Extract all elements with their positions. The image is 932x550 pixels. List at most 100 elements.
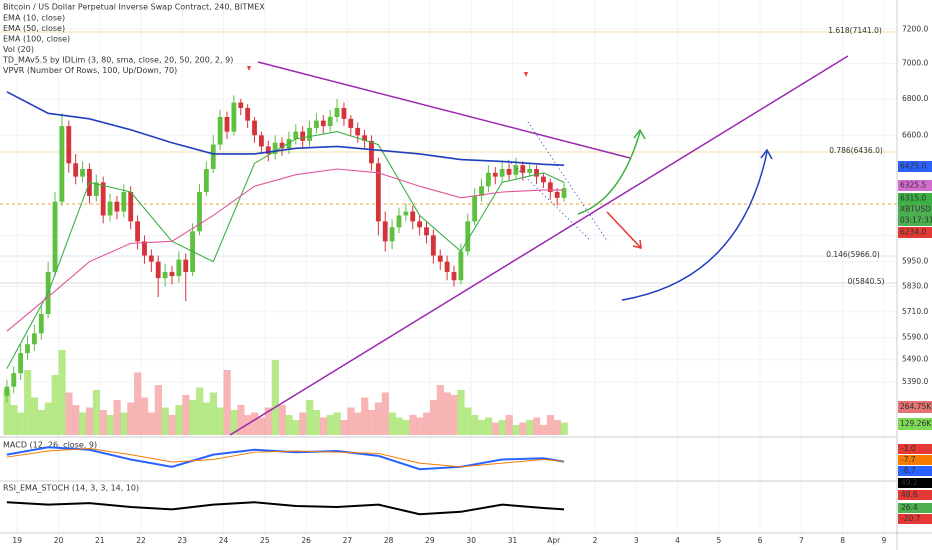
candle-body (258, 135, 264, 147)
volume-bar (141, 397, 149, 435)
price-label-box (898, 180, 932, 191)
volume-bar (505, 415, 513, 435)
axis-label: 48.6 (901, 490, 918, 499)
candle-body (485, 172, 491, 187)
candle-body (547, 182, 553, 193)
x-tick-label: 2 (593, 536, 598, 545)
indicator-panes: MACD (12, 26, close, 9) RSI_EMA_STOCH (14… (3, 441, 565, 516)
volume-bar (423, 412, 431, 435)
volume-bar (381, 392, 389, 435)
volume-bar (278, 405, 286, 435)
volume-bar (306, 400, 314, 435)
volume-bar (10, 405, 18, 435)
chart-title: Bitcoin / US Dollar Perpetual Inverse Sw… (3, 3, 265, 12)
volume-bar (409, 415, 417, 435)
volume-bar (326, 415, 334, 435)
trend-line (257, 61, 631, 159)
volume-bar (58, 350, 66, 435)
volume-bar (189, 400, 197, 435)
volume-bar (271, 360, 279, 435)
candle-body (66, 126, 72, 164)
axis-label: -8.7 (901, 466, 916, 475)
volume-bar (30, 397, 39, 435)
volume-bar (416, 417, 424, 435)
legend-entry: EMA (100, close) (3, 35, 70, 44)
candle-body (231, 102, 237, 132)
price-label: 6315.0 (900, 194, 926, 203)
candle-body (80, 169, 85, 177)
x-tick-label: 23 (178, 536, 188, 545)
y-tick-label: 7000.0 (902, 59, 928, 68)
volume-bar (347, 407, 355, 435)
volume-bar (223, 370, 231, 435)
candle-body (499, 169, 505, 177)
candle-body (135, 221, 140, 242)
volume-bar (113, 400, 121, 435)
candle-body (375, 163, 381, 222)
volume-bar (457, 390, 465, 435)
volume-bar (147, 412, 156, 435)
price-label: 6325.5 (900, 181, 926, 190)
volume-bar (292, 420, 300, 435)
candle-body (121, 192, 127, 212)
axis-label-box (898, 444, 932, 454)
candle-body (355, 127, 361, 136)
candle-body (362, 135, 367, 141)
y-tick-label: 6800.0 (902, 94, 928, 103)
volume-bar (484, 417, 493, 435)
axis-label-box (898, 466, 932, 476)
candle-body (100, 182, 106, 216)
line-series (6, 168, 565, 332)
candle-body (417, 221, 423, 228)
axis-label: 49.2 (901, 478, 918, 487)
x-tick-label: 25 (260, 536, 270, 545)
x-tick-label: 24 (219, 536, 229, 545)
line-series (6, 131, 565, 369)
volume-bar (202, 402, 211, 435)
candle-body (107, 201, 113, 216)
volume-bar (539, 425, 548, 435)
axis-label: -1.0 (901, 444, 916, 453)
volume-bar (196, 387, 204, 435)
volume-bar (51, 375, 59, 435)
candle-body (25, 344, 30, 354)
candle-body (348, 118, 354, 128)
candle-body (430, 235, 436, 256)
candle-body (176, 259, 182, 277)
candle-body (369, 140, 374, 164)
candle-body (520, 165, 526, 173)
volume-bar (92, 390, 101, 435)
candle-body (506, 169, 512, 175)
candle-body (424, 227, 429, 236)
price-label: 6234.0 (900, 228, 926, 237)
volume-bar (24, 370, 32, 435)
x-tick-label: 9 (882, 536, 887, 545)
volume-bar (106, 415, 114, 435)
volume-bar (512, 425, 520, 435)
candle-body (472, 195, 478, 222)
volume-bar (209, 392, 217, 435)
price-pane (4, 91, 567, 403)
candle-body (320, 120, 326, 127)
y-tick-label: 5590.0 (902, 333, 928, 342)
candle-body (197, 192, 202, 232)
candle-body (451, 271, 457, 281)
candle-body (183, 259, 189, 272)
volume-bar (230, 410, 238, 435)
x-tick-label: 27 (343, 536, 353, 545)
candle-body (224, 116, 230, 132)
y-tick-label: 5710.0 (902, 307, 928, 316)
volume-bar (127, 402, 135, 435)
volume-bar (44, 402, 52, 435)
candle-body (300, 131, 306, 141)
volume-bar (491, 422, 500, 435)
candle-body (203, 169, 209, 193)
candle-body (479, 186, 484, 196)
candle-body (513, 165, 519, 175)
volume-bar (168, 415, 176, 435)
candle-body (527, 169, 533, 173)
volume-bar (175, 405, 183, 435)
fib-label: 0.146(5966.0) (826, 250, 880, 259)
fib-label: 1.618(7141.0) (828, 26, 882, 35)
